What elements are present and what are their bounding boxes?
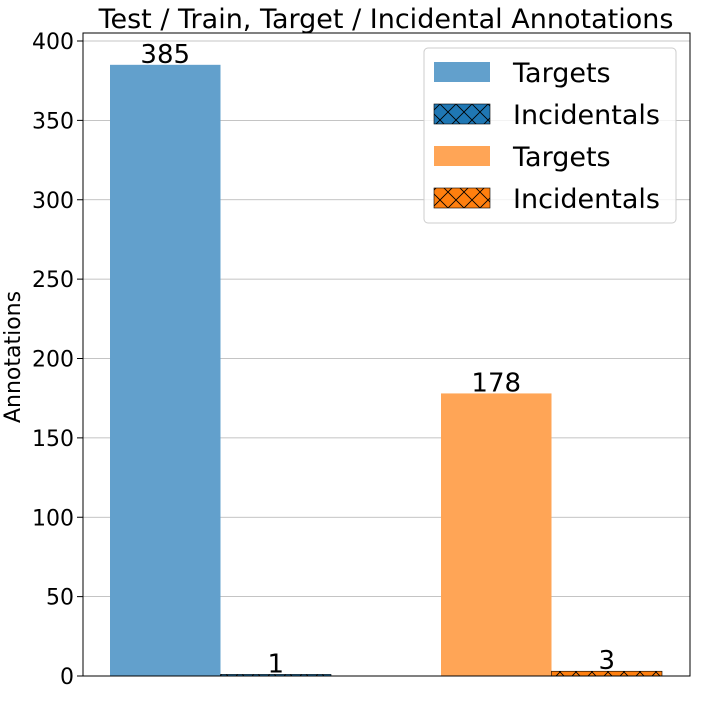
- data-label: 385: [140, 40, 190, 70]
- y-tick-label: 400: [32, 30, 74, 55]
- data-label: 178: [471, 368, 521, 398]
- legend-entry: Incidentals: [513, 184, 660, 215]
- data-labels: 385 1 178 3: [140, 40, 615, 680]
- legend-swatch: [433, 103, 491, 125]
- legend-swatch: [434, 146, 490, 166]
- y-tick-label: 150: [32, 427, 74, 452]
- legend: Targets Incidentals Targets Incidentals: [423, 47, 677, 224]
- y-tick-label: 350: [32, 109, 74, 134]
- y-tick-label: 0: [60, 665, 74, 690]
- legend-box: [423, 47, 677, 224]
- legend-swatch: [434, 62, 490, 82]
- bar-targets-1: [110, 64, 221, 676]
- y-tick-label: 100: [32, 506, 74, 531]
- y-tick-label: 200: [32, 348, 74, 373]
- bars: [110, 64, 663, 677]
- plot-frame: [82, 32, 691, 677]
- data-label: 1: [267, 649, 284, 679]
- legend-swatch: [433, 187, 491, 209]
- y-axis-label: Annotations: [1, 291, 26, 423]
- y-tick-label: 50: [46, 586, 74, 611]
- y-axis: 0 50 100 150 200 250 300 350 400: [32, 30, 83, 690]
- y-tick-label: 250: [32, 268, 74, 293]
- legend-entry: Incidentals: [513, 100, 660, 131]
- legend-entry: Targets: [512, 142, 611, 173]
- y-tick-label: 300: [32, 189, 74, 214]
- chart-title: Test / Train, Target / Incidental Annota…: [98, 4, 674, 35]
- bar-targets-2: [441, 393, 552, 676]
- legend-entry: Targets: [512, 58, 611, 89]
- data-label: 3: [598, 646, 615, 676]
